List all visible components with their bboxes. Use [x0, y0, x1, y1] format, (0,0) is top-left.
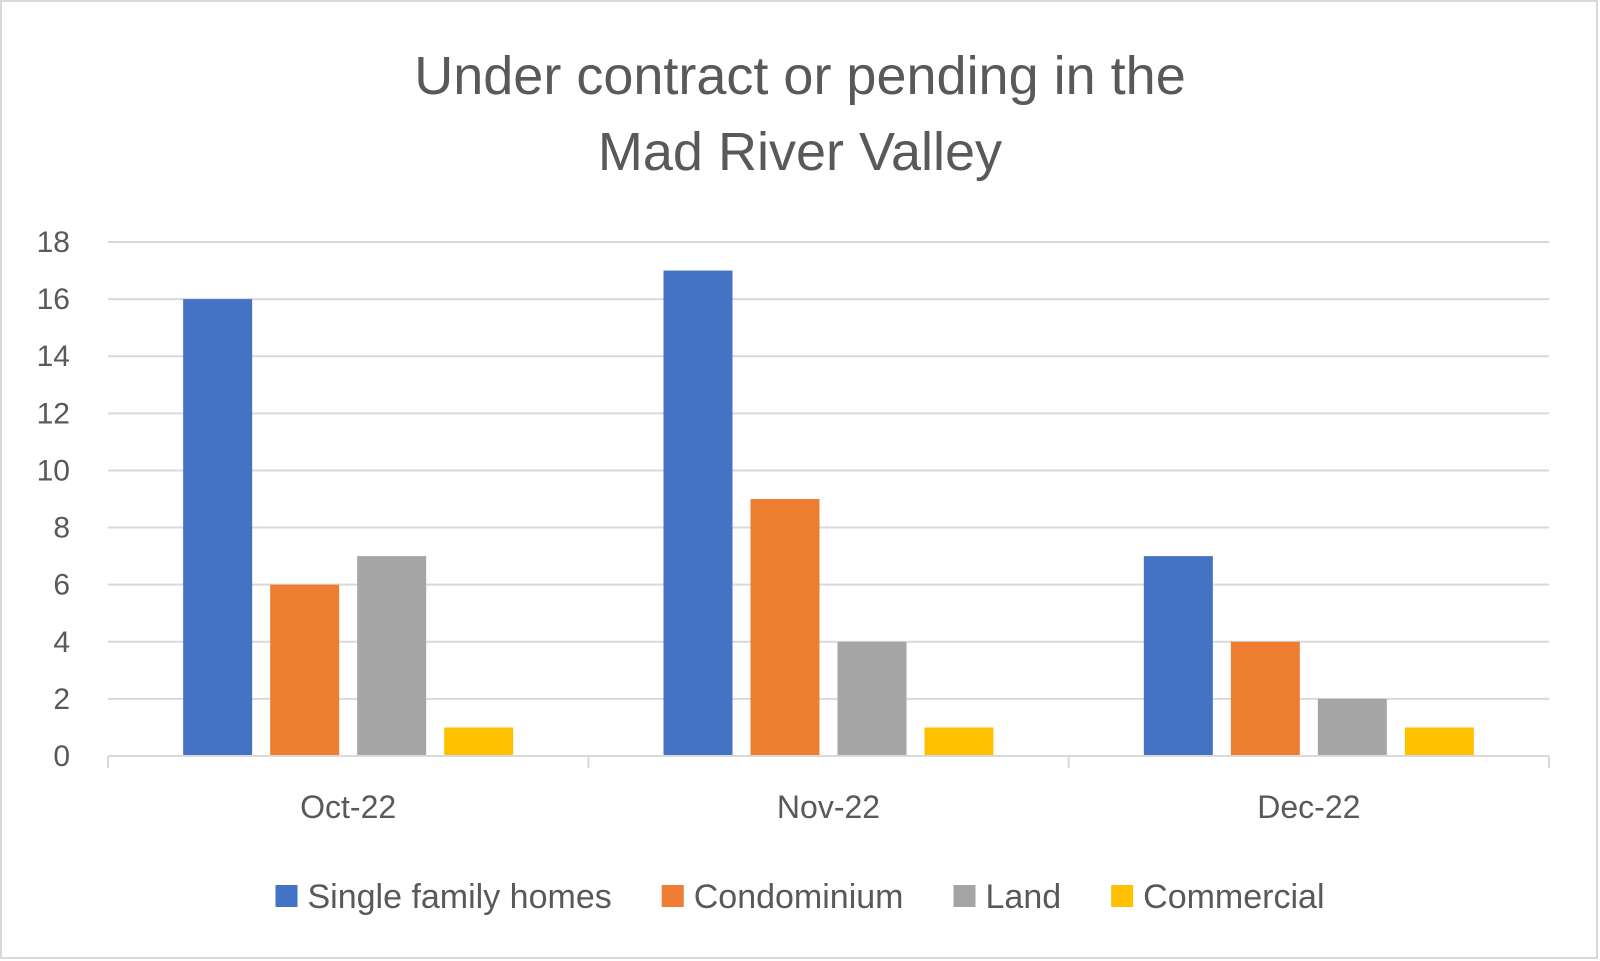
y-tick-label-8: 8	[53, 512, 70, 545]
y-tick-label-10: 10	[37, 454, 70, 487]
legend-label-commercial: Commercial	[1143, 878, 1324, 916]
legend-swatch-condominium	[661, 885, 684, 907]
legend-label-single-family-homes: Single family homes	[307, 878, 611, 916]
bar-oct-22-commercial	[444, 727, 514, 756]
chart-title-line-2: Mad River Valley	[597, 122, 1003, 182]
x-category-label-oct-22: Oct-22	[300, 789, 396, 825]
y-tick-label-12: 12	[37, 397, 70, 430]
y-axis-ticks: 0 2 4 6 8 10 12 14 16 18	[37, 226, 70, 773]
x-axis	[107, 755, 1550, 768]
x-axis-labels: Oct-22 Nov-22 Dec-22	[300, 789, 1360, 825]
bar-nov-22-land	[837, 641, 907, 756]
legend-swatch-single-family-homes	[275, 885, 298, 907]
bar-nov-22-single-family-homes	[663, 270, 733, 756]
bar-dec-22-single-family-homes	[1143, 556, 1213, 756]
legend-swatch-land	[953, 885, 976, 907]
y-tick-label-6: 6	[53, 569, 70, 602]
y-tick-label-14: 14	[37, 340, 70, 373]
bar-dec-22-commercial	[1404, 727, 1474, 756]
chart-title-line-1: Under contract or pending in the	[414, 46, 1186, 106]
bar-dec-22-land	[1317, 698, 1387, 756]
legend-label-condominium: Condominium	[694, 878, 904, 916]
bar-dec-22-condominium	[1230, 641, 1300, 756]
legend-swatch-commercial	[1111, 885, 1134, 907]
x-category-label-nov-22: Nov-22	[777, 789, 880, 825]
bars	[183, 270, 1474, 756]
legend: Single family homes Condominium Land Commer…	[275, 878, 1325, 916]
y-tick-label-4: 4	[53, 626, 70, 659]
legend-label-land: Land	[986, 878, 1062, 916]
chart-title: Under contract or pending in the Mad Riv…	[0, 38, 1600, 190]
bar-nov-22-commercial	[924, 727, 994, 756]
y-tick-label-16: 16	[37, 283, 70, 316]
x-category-label-dec-22: Dec-22	[1257, 789, 1360, 825]
y-tick-label-0: 0	[53, 740, 70, 773]
bar-oct-22-condominium	[270, 584, 340, 756]
bar-oct-22-single-family-homes	[183, 299, 253, 756]
y-tick-label-2: 2	[53, 683, 70, 716]
bar-nov-22-condominium	[750, 499, 820, 756]
y-tick-label-18: 18	[37, 226, 70, 259]
gridlines	[108, 241, 1549, 700]
bar-oct-22-land	[357, 556, 427, 756]
